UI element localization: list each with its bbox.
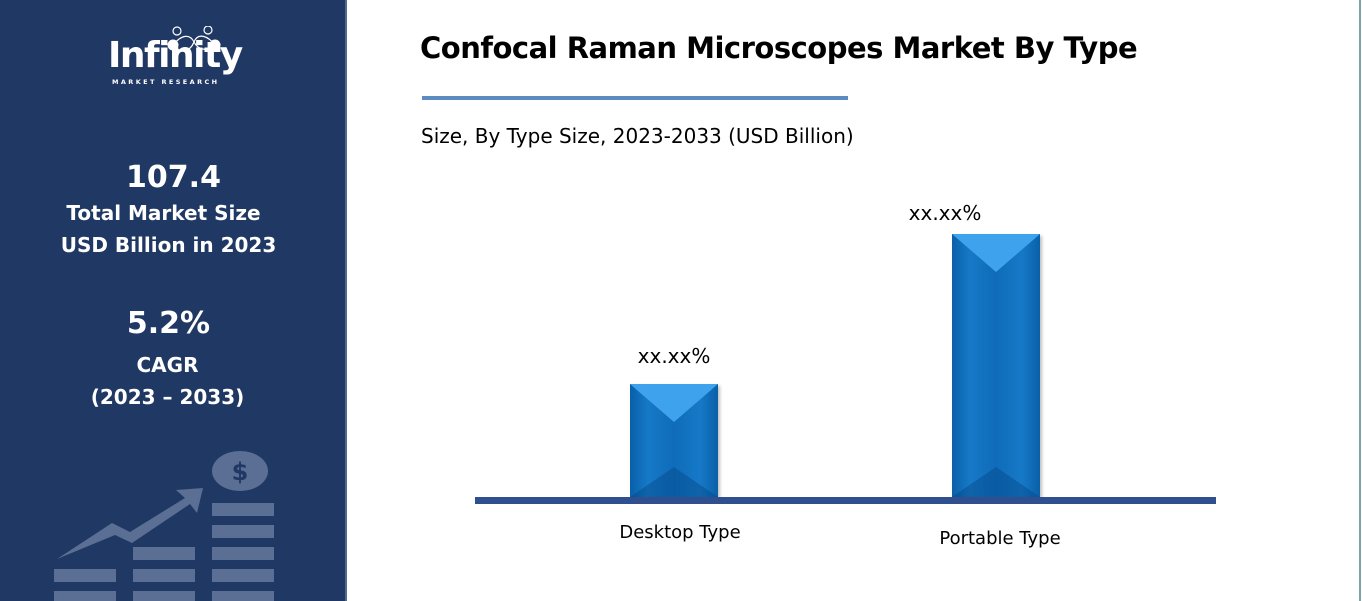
brand-tagline: MARKET RESEARCH	[112, 78, 220, 86]
cagr-label: CAGR	[136, 353, 199, 377]
cagr-period: (2023 – 2033)	[90, 385, 245, 409]
category-label-desktop: Desktop Type	[619, 522, 741, 543]
title-underline	[422, 96, 848, 100]
bar-desktop-type	[630, 384, 718, 497]
infinity-people-icon	[167, 26, 221, 52]
cagr-kpi: 5.2% CAGR (2023 – 2033)	[0, 306, 347, 413]
chart-subtitle: Size, By Type Size, 2023-2033 (USD Billi…	[421, 124, 854, 148]
growth-chart-dollar-icon: $	[54, 451, 274, 601]
category-label-portable: Portable Type	[939, 528, 1061, 549]
data-label-portable: xx.xx%	[908, 201, 982, 225]
right-edge-border	[1359, 0, 1361, 601]
market-size-value: 107.4	[126, 160, 221, 195]
summary-panel: Infinity MARKET RESEARCH 107.4 Total Mar…	[0, 0, 347, 601]
chart-title: Confocal Raman Microscopes Market By Typ…	[420, 31, 1138, 65]
market-size-label-line1: Total Market Size	[66, 201, 261, 225]
x-axis-line	[475, 497, 1216, 504]
bar-portable-type	[952, 234, 1040, 497]
brand-name: Infinity	[108, 35, 243, 76]
data-label-desktop: xx.xx%	[637, 344, 711, 368]
market-size-label-line2: USD Billion in 2023	[60, 233, 277, 257]
cagr-value: 5.2%	[126, 306, 211, 341]
market-size-kpi: 107.4 Total Market Size USD Billion in 2…	[0, 160, 347, 261]
svg-text:$: $	[232, 458, 249, 486]
infinity-logo: Infinity MARKET RESEARCH	[108, 26, 244, 88]
